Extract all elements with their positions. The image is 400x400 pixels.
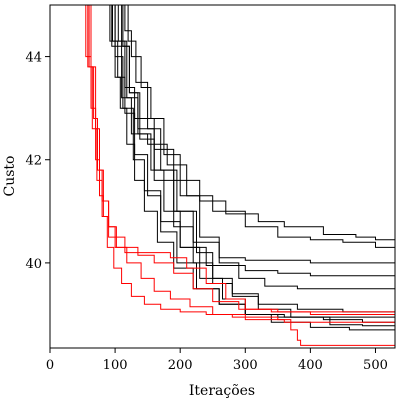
x-tick-label: 300 (233, 358, 258, 373)
series-line-9 (118, 5, 395, 333)
y-axis-ticks: 40 42 44 (25, 51, 50, 272)
y-tick-label: 40 (25, 257, 42, 272)
x-tick-label: 0 (46, 358, 54, 373)
series-line-10 (105, 5, 395, 318)
y-tick-label: 44 (25, 51, 42, 66)
series-line-12 (83, 5, 395, 315)
x-tick-label: 500 (363, 358, 388, 373)
series-line-5 (120, 5, 395, 290)
plot-frame (49, 4, 396, 349)
x-axis-label: Iterações (189, 383, 255, 399)
x-tick-label: 400 (298, 358, 323, 373)
x-axis-ticks: 0 100 200 300 400 500 (46, 348, 388, 373)
series-layer (79, 5, 395, 346)
x-tick-label: 100 (103, 358, 128, 373)
x-tick-label: 200 (168, 358, 193, 373)
y-tick-label: 42 (25, 154, 42, 169)
y-axis-label: Custo (2, 156, 18, 197)
series-line-13 (86, 5, 395, 323)
series-line-14 (82, 5, 395, 346)
